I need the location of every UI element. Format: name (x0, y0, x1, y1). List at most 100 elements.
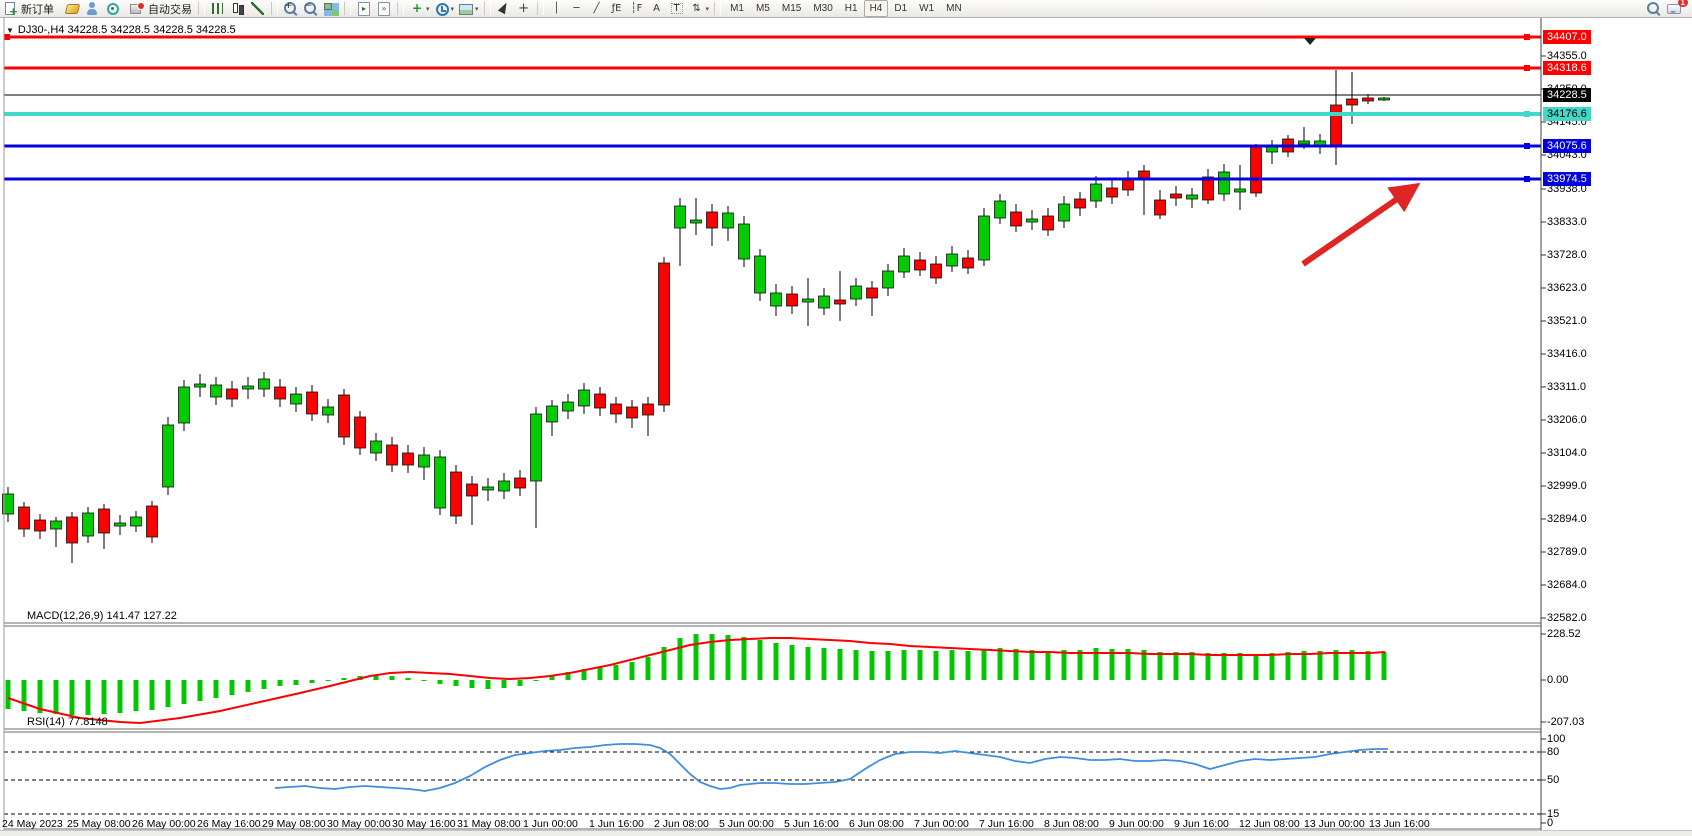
text-label-icon-button[interactable]: T (667, 0, 687, 17)
community-account-icon[interactable] (84, 1, 100, 16)
timeframe-m1[interactable]: M1 (730, 3, 744, 14)
candlestick-chart-icon[interactable] (230, 1, 246, 16)
line-handle[interactable] (4, 34, 10, 40)
text-icon-button[interactable]: A (647, 0, 667, 17)
cursor-icon-button[interactable] (494, 0, 514, 17)
line-chart-icon-button[interactable] (248, 0, 268, 17)
community-account-icon-button[interactable] (82, 0, 102, 17)
chat-button[interactable]: 1 (1664, 0, 1688, 17)
dropdown-arrow-icon[interactable]: ▾ (426, 5, 430, 13)
chart-shift-marker-icon[interactable] (1304, 38, 1316, 45)
fibonacci-fan-icon-button[interactable]: ┆F (627, 0, 647, 17)
candlestick-chart-icon-button[interactable] (228, 0, 248, 17)
macd-histogram-bar (1269, 653, 1275, 680)
timeframe-m30[interactable]: M30 (813, 3, 833, 14)
line-handle[interactable] (1524, 65, 1530, 71)
crosshair-icon-button[interactable]: + (514, 0, 534, 17)
candle-body (466, 483, 478, 497)
search-button[interactable] (1644, 0, 1664, 17)
candle-body (1090, 183, 1102, 202)
time-axis-label: 13 Jun 00:00 (1304, 818, 1365, 830)
vertical-line-icon-button[interactable]: │ (547, 0, 567, 17)
line-handle[interactable] (1524, 111, 1530, 117)
chart-shift-icon[interactable]: » (376, 1, 392, 16)
macd-histogram-bar (5, 680, 11, 709)
timeframe-d1[interactable]: D1 (894, 3, 908, 14)
autoscroll-icon-button[interactable]: ▸ (354, 0, 374, 17)
zoom-in-icon-button[interactable]: + (281, 0, 301, 17)
dropdown-arrow-icon[interactable]: ▾ (450, 5, 455, 13)
crosshair-icon[interactable]: + (518, 1, 529, 16)
zoom-in-icon[interactable]: + (283, 1, 299, 16)
candle-body (354, 416, 366, 449)
trendline-icon-button[interactable]: ╱ (587, 0, 607, 17)
timeframe-m15[interactable]: M15 (781, 3, 802, 14)
line-handle[interactable] (1524, 34, 1530, 40)
macd-histogram-bar (245, 680, 251, 692)
indicators-dropdown[interactable]: + (411, 1, 423, 15)
bar-chart-icon-button[interactable] (208, 0, 228, 17)
history-center-icon[interactable] (64, 1, 80, 16)
rsi-line (274, 743, 1388, 792)
cursor-icon[interactable] (496, 1, 512, 16)
dropdown-arrow-icon[interactable]: ▾ (705, 5, 710, 13)
templates-dropdown[interactable] (458, 1, 474, 16)
line-handle[interactable] (1524, 176, 1530, 182)
fibonacci-icon[interactable]: ƒE (611, 3, 622, 14)
indicators-dropdown-button[interactable]: + ▾ (407, 0, 432, 17)
arrows-dropdown-button[interactable]: ⇅ ▾ (687, 0, 712, 17)
time-axis-label: 9 Jun 00:00 (1109, 818, 1164, 830)
tile-windows-icon[interactable] (323, 1, 339, 16)
new-order-label[interactable]: 新订单 (21, 3, 54, 16)
macd-histogram-bar (1045, 651, 1051, 680)
signals-icon-button[interactable] (102, 0, 122, 17)
arrows-dropdown[interactable]: ⇅ (692, 3, 701, 14)
text-label-icon[interactable]: T (669, 1, 685, 16)
autotrading-label[interactable]: 自动交易 (148, 3, 192, 16)
horizontal-line-icon-button[interactable]: ─ (567, 0, 587, 17)
timeframe-mn[interactable]: MN (946, 3, 962, 14)
line-handle[interactable] (1524, 143, 1530, 149)
new-order-icon-button[interactable] (0, 0, 20, 19)
chart-collapse-icon[interactable]: ▼ (6, 26, 14, 35)
signals-icon[interactable] (104, 1, 120, 16)
chart-area[interactable]: ▼ DJ30-,H4 34228.5 34228.5 34228.5 34228.… (0, 17, 1692, 830)
autotrading-icon[interactable] (129, 1, 145, 16)
tile-windows-icon-button[interactable] (321, 0, 341, 17)
bar-chart-icon[interactable] (210, 1, 226, 16)
chat-icon[interactable] (1666, 1, 1682, 16)
text-icon[interactable]: A (653, 3, 660, 14)
autotrading-icon-button[interactable] (127, 0, 147, 17)
timeframe-h4[interactable]: H4 (863, 0, 889, 17)
dropdown-arrow-icon[interactable]: ▾ (475, 5, 479, 13)
search-icon[interactable] (1646, 1, 1662, 16)
templates-dropdown-button[interactable]: ▾ (456, 0, 481, 17)
candle-body (306, 391, 318, 415)
history-center-icon-button[interactable] (62, 0, 82, 17)
symbol-info[interactable]: ▼ DJ30-,H4 34228.5 34228.5 34228.5 34228.… (6, 24, 236, 36)
axis-price-label: 80 (1547, 746, 1560, 758)
candle-body (370, 440, 382, 454)
chart-shift-icon-button[interactable]: » (374, 0, 394, 17)
line-chart-icon[interactable] (250, 1, 266, 16)
periods-dropdown-button[interactable]: ▾ (432, 0, 457, 17)
timeframe-m5[interactable]: M5 (755, 3, 770, 14)
fibonacci-icon-button[interactable]: ƒE (607, 0, 627, 17)
toolbar-separator (198, 2, 205, 15)
annotation-arrow[interactable] (1301, 182, 1421, 267)
new-order-icon[interactable] (2, 1, 18, 19)
autoscroll-icon[interactable]: ▸ (356, 1, 372, 16)
candle-body (930, 263, 942, 279)
zoom-out-icon[interactable]: − (303, 1, 319, 16)
timeframe-w1[interactable]: W1 (919, 3, 935, 14)
fibonacci-fan-icon[interactable]: ┆F (630, 3, 643, 14)
horizontal-line-icon[interactable]: ─ (573, 3, 580, 14)
timeframe-h1[interactable]: H1 (844, 3, 858, 14)
macd-histogram-bar (1205, 653, 1211, 680)
chart-canvas[interactable] (0, 17, 1692, 830)
zoom-out-icon-button[interactable]: − (301, 0, 321, 17)
vertical-line-icon[interactable]: │ (553, 3, 560, 14)
macd-histogram-bar (1125, 649, 1131, 680)
periods-dropdown[interactable] (434, 1, 450, 16)
trendline-icon[interactable]: ╱ (593, 3, 600, 14)
